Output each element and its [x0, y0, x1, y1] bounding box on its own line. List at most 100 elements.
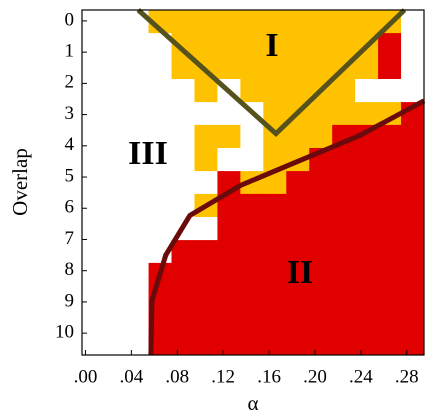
y-tick-label: 1: [65, 41, 75, 62]
heatmap-cell: [401, 55, 425, 80]
heatmap-cell: [332, 33, 356, 57]
heatmap-cell: [263, 79, 287, 103]
heatmap-cell: [286, 33, 310, 57]
heatmap-cell: [263, 217, 287, 241]
y-tick-label: 9: [65, 290, 75, 311]
heatmap-cell: [309, 171, 333, 195]
heatmap-cell: [240, 33, 264, 57]
x-tick-label: .08: [165, 366, 189, 387]
heatmap-cell: [378, 217, 402, 241]
heatmap-cell: [401, 262, 425, 287]
heatmap-cell: [378, 286, 402, 310]
heatmap-cell: [401, 33, 425, 57]
heatmap-cell: [309, 10, 333, 34]
heatmap-cell: [378, 102, 402, 126]
heatmap-cell: [194, 148, 218, 172]
heatmap-cell: [263, 171, 287, 195]
heatmap-cell: [286, 262, 310, 287]
heatmap-cell: [240, 79, 264, 103]
heatmap-cell: [401, 240, 425, 264]
heatmap-cell: [217, 193, 241, 218]
heatmap-cell: [355, 55, 379, 80]
heatmap-cell: [217, 262, 241, 287]
heatmap-cell: [332, 331, 356, 356]
heatmap-cell: [194, 331, 218, 356]
heatmap-cell: [171, 193, 195, 218]
heatmap-cell: [332, 79, 356, 103]
heatmap-cell: [378, 262, 402, 287]
heatmap-cell: [263, 240, 287, 264]
heatmap-cell: [309, 102, 333, 126]
region-label: III: [128, 135, 168, 172]
x-tick-label: .16: [257, 366, 281, 387]
heatmap-cell: [332, 193, 356, 218]
heatmap-cell: [309, 124, 333, 149]
heatmap-cell: [378, 148, 402, 172]
heatmap-cell: [401, 10, 425, 34]
heatmap-cell: [355, 262, 379, 287]
heatmap-cell: [171, 102, 195, 126]
heatmap-cell: [332, 286, 356, 310]
heatmap-cell: [263, 331, 287, 356]
heatmap-cell: [309, 33, 333, 57]
heatmap-cell: [355, 331, 379, 356]
heatmap-cell: [309, 55, 333, 80]
heatmap-cell: [378, 331, 402, 356]
heatmap-cell: [148, 193, 172, 218]
heatmap-cell: [355, 309, 379, 333]
boundary-line: [136, 8, 407, 138]
heatmap-cell: [240, 148, 264, 172]
y-tick-label: 4: [65, 134, 75, 155]
heatmap-cell: [263, 102, 287, 126]
heatmap-cell: [309, 217, 333, 241]
heatmap-cell: [401, 193, 425, 218]
heatmap-cell: [378, 55, 402, 80]
heatmap-cell: [240, 217, 264, 241]
y-tick-label: 6: [65, 197, 75, 218]
heatmap-cell: [286, 171, 310, 195]
x-tick-label: .00: [74, 366, 98, 387]
region-label: II: [287, 254, 313, 291]
heatmap-cell: [355, 10, 379, 34]
heatmap-cell: [171, 10, 195, 34]
heatmap-cell: [171, 79, 195, 103]
heatmap-cell: [263, 55, 287, 80]
heatmap-cell: [332, 240, 356, 264]
heatmap-cell: [148, 33, 172, 57]
heatmap-cell: [194, 10, 218, 34]
heatmap-cell: [286, 309, 310, 333]
heatmap-cell: [378, 124, 402, 149]
heatmap-cell: [309, 286, 333, 310]
heatmap-cell: [263, 309, 287, 333]
heatmap-cell: [240, 124, 264, 149]
region-label: I: [265, 27, 278, 64]
heatmap-cell: [332, 102, 356, 126]
heatmap-cell: [194, 217, 218, 241]
heatmap-cell: [171, 55, 195, 80]
heatmap-cell: [217, 309, 241, 333]
heatmap-cell: [378, 171, 402, 195]
heatmap-cell: [355, 240, 379, 264]
heatmap-cell: [378, 79, 402, 103]
heatmap-cell: [286, 55, 310, 80]
x-axis-label: α: [247, 391, 258, 415]
heatmap-cell: [217, 286, 241, 310]
heatmap-cell: [148, 102, 172, 126]
heatmap-cell: [332, 148, 356, 172]
heatmap-cell: [171, 33, 195, 57]
heatmap-cell: [217, 55, 241, 80]
heatmap-cell: [332, 171, 356, 195]
heatmap-cell: [240, 286, 264, 310]
heatmap-cell: [194, 286, 218, 310]
heatmap-cell: [148, 55, 172, 80]
heatmap-cell: [171, 124, 195, 149]
heatmap-cell: [332, 217, 356, 241]
heatmap-cell: [217, 33, 241, 57]
heatmap-cell: [263, 10, 287, 34]
y-tick-label: 5: [65, 165, 75, 186]
heatmap-cell: [332, 262, 356, 287]
heatmap-cell: [240, 262, 264, 287]
heatmap-cell: [286, 331, 310, 356]
heatmap-cell: [286, 286, 310, 310]
heatmap-cell: [240, 309, 264, 333]
